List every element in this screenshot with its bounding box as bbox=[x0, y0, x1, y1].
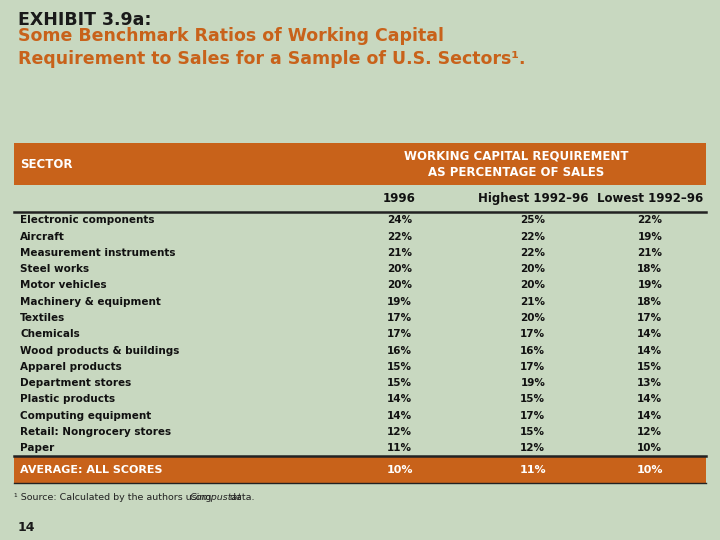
Text: data.: data. bbox=[228, 493, 255, 502]
Text: EXHIBIT 3.9a:: EXHIBIT 3.9a: bbox=[18, 11, 151, 29]
Text: 10%: 10% bbox=[637, 443, 662, 453]
Text: Highest 1992–96: Highest 1992–96 bbox=[477, 192, 588, 205]
Text: Compustat: Compustat bbox=[190, 493, 242, 502]
Text: 22%: 22% bbox=[521, 232, 545, 241]
Text: 22%: 22% bbox=[387, 232, 412, 241]
Text: 20%: 20% bbox=[387, 280, 412, 291]
Text: Apparel products: Apparel products bbox=[20, 362, 122, 372]
Text: 18%: 18% bbox=[637, 264, 662, 274]
Text: 17%: 17% bbox=[521, 329, 545, 339]
Text: 17%: 17% bbox=[387, 329, 412, 339]
Text: 12%: 12% bbox=[521, 443, 545, 453]
Text: 14%: 14% bbox=[637, 346, 662, 355]
Text: 14%: 14% bbox=[637, 410, 662, 421]
Text: 10%: 10% bbox=[636, 465, 663, 475]
Text: 10%: 10% bbox=[387, 465, 413, 475]
Text: 16%: 16% bbox=[521, 346, 545, 355]
Text: Measurement instruments: Measurement instruments bbox=[20, 248, 176, 258]
Text: Paper: Paper bbox=[20, 443, 55, 453]
Text: Machinery & equipment: Machinery & equipment bbox=[20, 296, 161, 307]
Text: Computing equipment: Computing equipment bbox=[20, 410, 151, 421]
Text: 12%: 12% bbox=[637, 427, 662, 437]
Text: Retail: Nongrocery stores: Retail: Nongrocery stores bbox=[20, 427, 171, 437]
Text: Aircraft: Aircraft bbox=[20, 232, 65, 241]
Text: Lowest 1992–96: Lowest 1992–96 bbox=[597, 192, 703, 205]
Text: 17%: 17% bbox=[521, 362, 545, 372]
Text: AVERAGE: ALL SCORES: AVERAGE: ALL SCORES bbox=[20, 465, 163, 475]
Text: 18%: 18% bbox=[637, 296, 662, 307]
Bar bbox=[14, 143, 706, 185]
Text: 19%: 19% bbox=[637, 280, 662, 291]
Text: 15%: 15% bbox=[387, 378, 412, 388]
Text: 20%: 20% bbox=[521, 264, 545, 274]
Text: 1996: 1996 bbox=[383, 192, 416, 205]
Text: 22%: 22% bbox=[637, 215, 662, 225]
Text: 24%: 24% bbox=[387, 215, 412, 225]
Text: 11%: 11% bbox=[387, 443, 412, 453]
Text: 21%: 21% bbox=[387, 248, 412, 258]
Text: 19%: 19% bbox=[387, 296, 412, 307]
Text: 14%: 14% bbox=[387, 410, 412, 421]
Text: Steel works: Steel works bbox=[20, 264, 89, 274]
Bar bbox=[14, 456, 706, 483]
Text: 20%: 20% bbox=[521, 313, 545, 323]
Text: 15%: 15% bbox=[521, 427, 545, 437]
Text: 14%: 14% bbox=[637, 394, 662, 404]
Text: 25%: 25% bbox=[521, 215, 545, 225]
Text: Department stores: Department stores bbox=[20, 378, 132, 388]
Text: 22%: 22% bbox=[521, 248, 545, 258]
Text: 16%: 16% bbox=[387, 346, 412, 355]
Text: 17%: 17% bbox=[521, 410, 545, 421]
Text: 14%: 14% bbox=[387, 394, 412, 404]
Text: Chemicals: Chemicals bbox=[20, 329, 80, 339]
Text: 12%: 12% bbox=[387, 427, 412, 437]
Text: 20%: 20% bbox=[387, 264, 412, 274]
Text: 20%: 20% bbox=[521, 280, 545, 291]
Text: Wood products & buildings: Wood products & buildings bbox=[20, 346, 179, 355]
Text: Some Benchmark Ratios of Working Capital
Requirement to Sales for a Sample of U.: Some Benchmark Ratios of Working Capital… bbox=[18, 27, 526, 68]
Text: 17%: 17% bbox=[637, 313, 662, 323]
Text: 11%: 11% bbox=[520, 465, 546, 475]
Text: Plastic products: Plastic products bbox=[20, 394, 115, 404]
Text: 15%: 15% bbox=[521, 394, 545, 404]
Text: 19%: 19% bbox=[521, 378, 545, 388]
Text: Textiles: Textiles bbox=[20, 313, 66, 323]
Text: 21%: 21% bbox=[637, 248, 662, 258]
Text: Electronic components: Electronic components bbox=[20, 215, 155, 225]
Text: 15%: 15% bbox=[387, 362, 412, 372]
Text: 13%: 13% bbox=[637, 378, 662, 388]
Text: 15%: 15% bbox=[637, 362, 662, 372]
Text: SECTOR: SECTOR bbox=[20, 158, 73, 171]
Text: 21%: 21% bbox=[521, 296, 545, 307]
Text: 14%: 14% bbox=[637, 329, 662, 339]
Text: ¹ Source: Calculated by the authors using: ¹ Source: Calculated by the authors usin… bbox=[14, 493, 215, 502]
Text: WORKING CAPITAL REQUIREMENT
AS PERCENTAGE OF SALES: WORKING CAPITAL REQUIREMENT AS PERCENTAG… bbox=[405, 149, 629, 179]
Text: 17%: 17% bbox=[387, 313, 412, 323]
Text: 14: 14 bbox=[18, 521, 35, 534]
Text: 19%: 19% bbox=[637, 232, 662, 241]
Text: Motor vehicles: Motor vehicles bbox=[20, 280, 107, 291]
